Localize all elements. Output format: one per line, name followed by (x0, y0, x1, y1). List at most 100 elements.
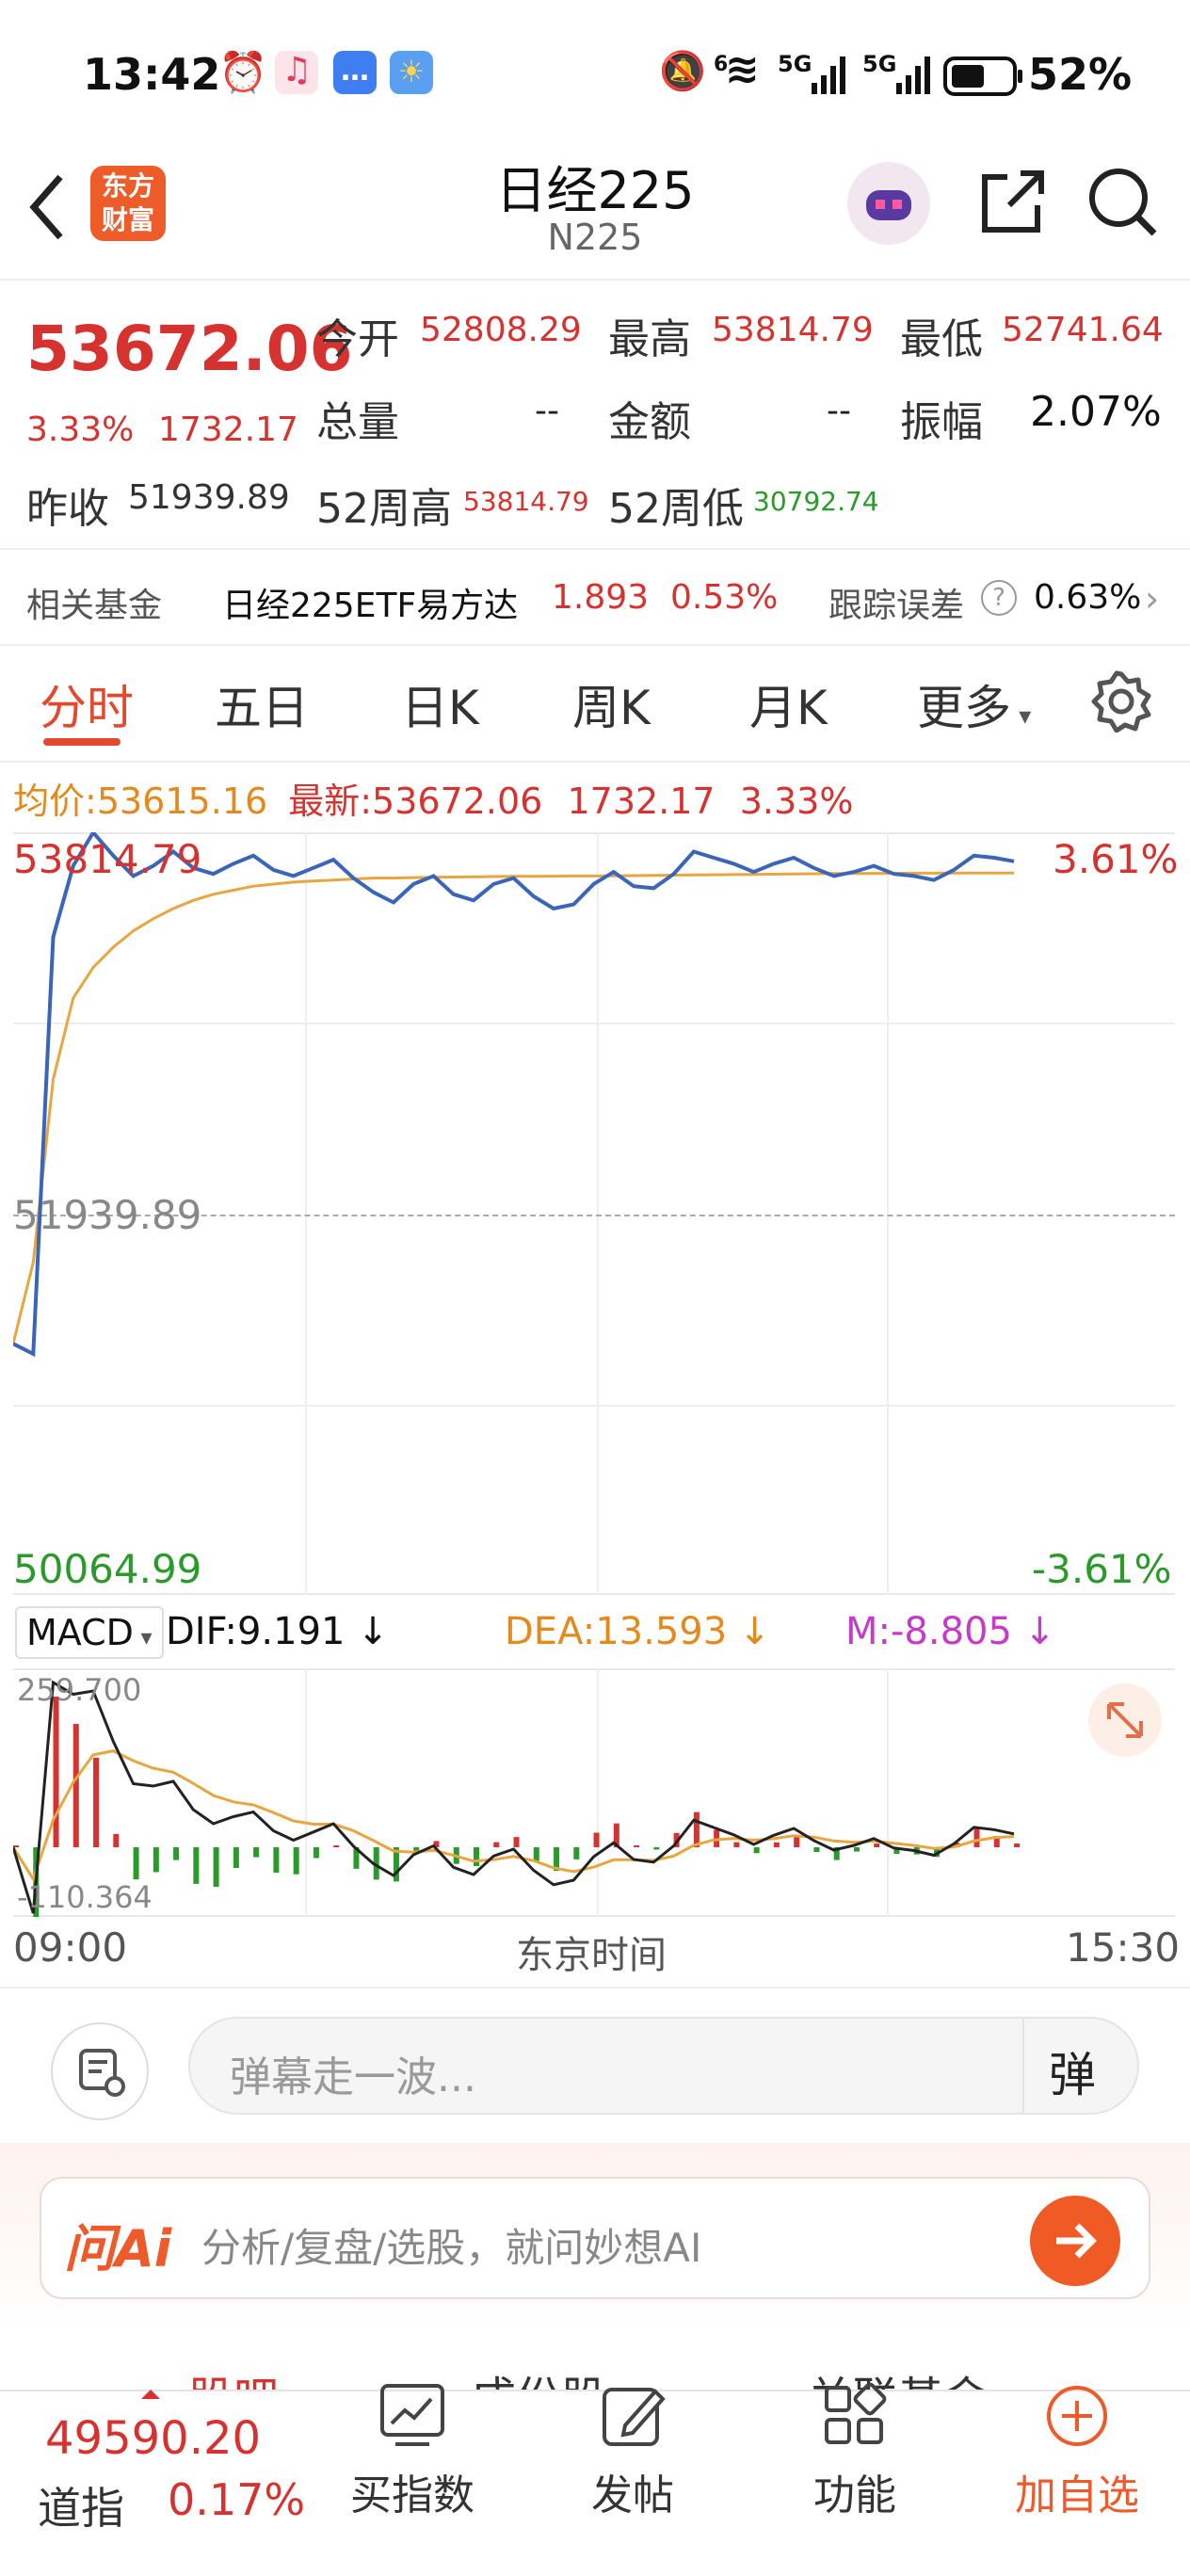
mute-icon: 🔕 (659, 50, 706, 93)
arrow-right-icon[interactable] (1030, 2196, 1120, 2286)
related-index-widget[interactable]: 49590.20 道指 0.17% (0, 2390, 320, 2576)
quote-panel: 53672.06 3.33% 1732.17 昨收 51939.89 今开 52… (0, 282, 1190, 537)
prev-close-value: 51939.89 (128, 478, 290, 517)
tab-daily-k[interactable]: 日K (401, 681, 479, 735)
macd-bar (193, 1847, 200, 1884)
weather-app-icon: ☀ (390, 51, 433, 94)
wifi-icon: ≋ (725, 45, 760, 93)
macd-bar (53, 1697, 59, 1847)
dif-line (13, 1680, 1015, 1914)
52w-high-value: 53814.79 (463, 486, 589, 517)
intraday-chart[interactable] (13, 832, 1175, 1595)
app-logo: 东方 财富 (90, 166, 166, 241)
battery-level: 52% (1028, 49, 1133, 100)
last-pct: 3.33% (739, 781, 854, 822)
danmu-settings-icon[interactable] (51, 2022, 149, 2120)
nav-buy-index-label: 买指数 (350, 2471, 474, 2520)
danmu-toggle-button[interactable]: 弹 (1049, 2048, 1096, 2102)
y-mid-label: 51939.89 (13, 1192, 202, 1238)
52w-low-value: 30792.74 (753, 486, 879, 517)
macd-bar (133, 1847, 139, 1880)
header: 东方 财富 日经225 N225 (0, 141, 1190, 281)
back-icon[interactable] (23, 169, 70, 249)
section-tab-guba[interactable]: 股吧 (188, 2361, 279, 2390)
macd-bar (493, 1842, 500, 1847)
avg-value: 53615.16 (96, 781, 268, 822)
macd-bottom-label: -110.364 (17, 1879, 153, 1915)
macd-dif-value: DIF:9.191 (166, 1610, 346, 1653)
grid-line (13, 1022, 1175, 1024)
fund-name: 日经225ETF易方达 (222, 587, 519, 625)
section-tab-components[interactable]: 成份股 (471, 2361, 606, 2390)
danmu-input[interactable]: 弹幕走一波... 弹 (188, 2017, 1139, 2115)
amplitude-label: 振幅 (900, 398, 983, 446)
macd-bar (533, 1847, 539, 1861)
tab-indicator (43, 738, 121, 746)
y-bottom-label: 50064.99 (13, 1546, 202, 1592)
nav-add-watchlist[interactable]: 加自选 (983, 2382, 1171, 2521)
ai-prompt: 分析/复盘/选股，就问妙想AI (201, 2225, 702, 2271)
related-index-price: 49590.20 (45, 2412, 262, 2465)
nav-functions[interactable]: 功能 (761, 2382, 949, 2521)
grid-line (305, 832, 307, 1595)
macd-m: M:-8.805 ↓ (845, 1610, 1056, 1653)
macd-bar (173, 1847, 180, 1860)
time-end: 15:30 (1066, 1924, 1181, 1971)
macd-selector[interactable]: MACD ▾ (15, 1606, 164, 1659)
related-index-pct: 0.17% (168, 2474, 306, 2525)
nav-buy-index[interactable]: 买指数 (318, 2382, 507, 2521)
macd-bar (874, 1843, 880, 1847)
macd-bar (213, 1847, 219, 1887)
search-icon[interactable] (1085, 164, 1160, 243)
fund-pct: 0.53% (670, 578, 779, 617)
help-icon[interactable]: ? (981, 580, 1017, 616)
tab-more-label: 更多 (917, 681, 1011, 735)
amplitude-value: 2.07% (1030, 388, 1162, 436)
macd-bar (373, 1847, 379, 1880)
macd-bar (893, 1847, 900, 1855)
nav-post[interactable]: 发帖 (539, 2382, 727, 2521)
plus-circle-icon (1047, 2386, 1107, 2446)
macd-bar (573, 1847, 580, 1860)
tab-weekly-k[interactable]: 周K (572, 681, 651, 735)
tab-more[interactable]: 更多 ▾ (917, 670, 1031, 738)
high-label: 最高 (608, 315, 691, 363)
net2-label: 5G (862, 51, 897, 77)
macd-bar (773, 1842, 780, 1847)
macd-bar (794, 1837, 800, 1847)
section-tab-funds[interactable]: 关联基金 (808, 2361, 989, 2390)
macd-bar (973, 1827, 980, 1847)
low-value: 52741.64 (1002, 311, 1164, 349)
message-app-icon: … (333, 51, 377, 94)
volume-value: -- (535, 392, 559, 430)
macd-bar (513, 1837, 520, 1847)
macd-bar (473, 1847, 479, 1866)
divider (0, 1987, 1190, 1988)
ai-input-bar[interactable]: 问Ai 分析/复盘/选股，就问妙想AI (40, 2177, 1150, 2299)
chart-line-icon (380, 2384, 444, 2446)
nav-functions-label: 功能 (813, 2471, 896, 2520)
macd-chart[interactable] (13, 1668, 1175, 1917)
divider (1022, 2019, 1024, 2113)
tab-monthly-k[interactable]: 月K (749, 681, 828, 735)
macd-bar (413, 1847, 420, 1851)
tab-five-day[interactable]: 五日 (215, 681, 309, 735)
expand-icon[interactable] (1088, 1683, 1162, 1757)
macd-bar (693, 1811, 700, 1847)
edit-icon (603, 2388, 666, 2446)
gear-icon[interactable] (1090, 670, 1152, 736)
macd-label: MACD (26, 1612, 134, 1653)
share-icon[interactable] (975, 164, 1047, 243)
tab-intraday[interactable]: 分时 (40, 681, 134, 735)
change-value: 1732.17 (158, 411, 298, 449)
macd-bar (153, 1847, 159, 1873)
price-info-line: 均价:53615.16 最新:53672.06 1732.17 3.33% (13, 772, 853, 824)
related-index-name: 道指 (38, 2483, 124, 2534)
related-fund-row[interactable]: 相关基金 日经225ETF易方达 1.893 0.53% 跟踪误差 ? 0.63… (0, 548, 1190, 646)
battery-icon (943, 56, 1024, 108)
time-start: 09:00 (13, 1924, 128, 1971)
robot-avatar-icon[interactable] (847, 162, 930, 245)
y-top-label: 53814.79 (13, 836, 202, 882)
logo-text-2: 财富 (101, 204, 154, 235)
macd-bar (333, 1845, 340, 1847)
